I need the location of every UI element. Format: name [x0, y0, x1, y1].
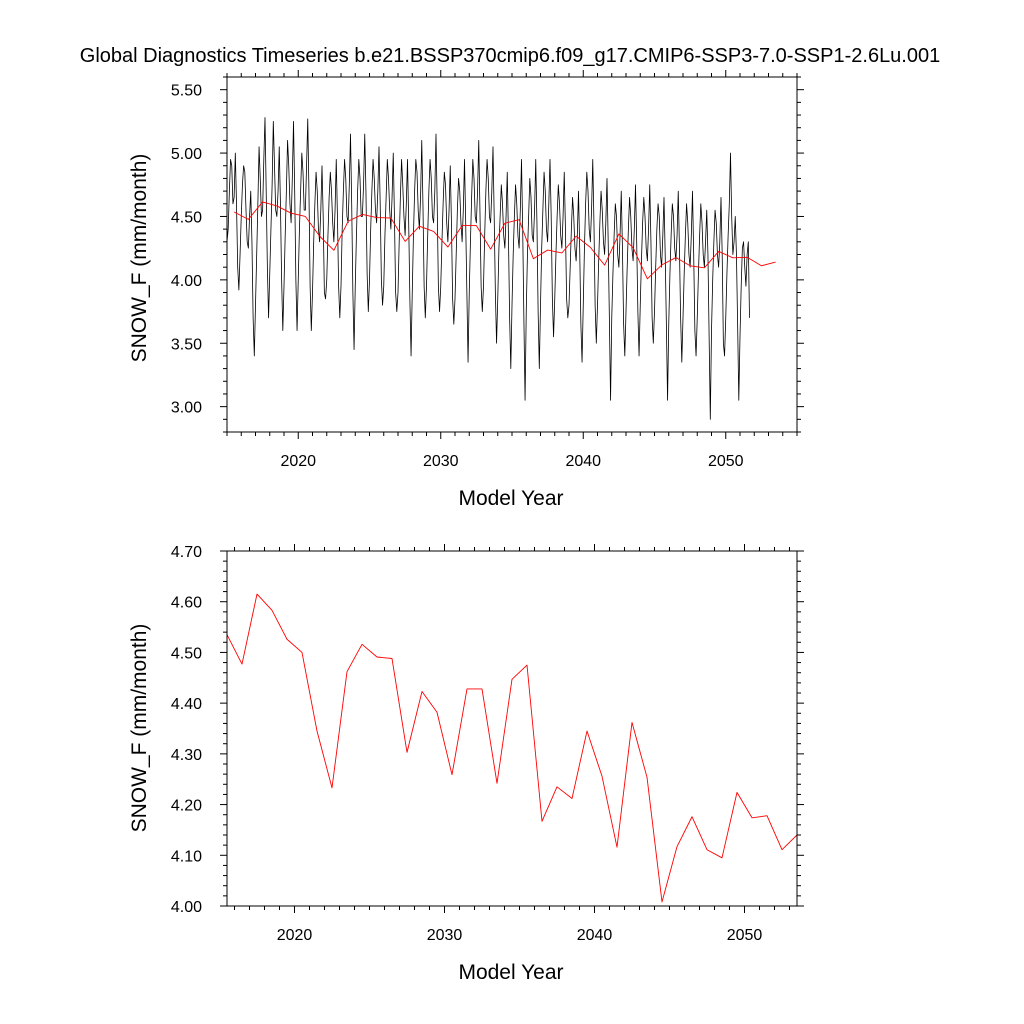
top-x-tick-label: 2040: [565, 453, 601, 470]
bottom-y-tick-label: 4.70: [171, 544, 202, 561]
top-y-tick-label: 3.00: [171, 400, 202, 417]
top-y-tick-label: 3.50: [171, 336, 202, 353]
bottom-y-tick-label: 4.40: [171, 696, 202, 713]
top-label-layer: 2020 2030 2040 2050 3.00 3.50 4.00 4.50 5.00 5.50: [171, 83, 744, 470]
bottom-series-layer: [227, 593, 797, 903]
bottom-x-tick-label: 2050: [727, 927, 763, 944]
top-series-layer: [227, 117, 776, 420]
bottom-series-line-annual: [227, 593, 797, 903]
bottom-x-tick-label: 2020: [277, 927, 313, 944]
bottom-x-axis-label: Model Year: [458, 961, 563, 984]
bottom-y-tick-label: 4.20: [171, 798, 202, 815]
top-x-tick-label: 2050: [708, 453, 744, 470]
top-x-tick-label: 2030: [423, 453, 459, 470]
top-y-tick-label: 4.50: [171, 209, 202, 226]
bottom-x-tick-label: 2030: [427, 927, 463, 944]
chart-title: Global Diagnostics Timeseries b.e21.BSSP…: [80, 45, 940, 67]
bottom-panel: 2020 2030 2040 2050 4.00 4.10 4.20 4.30 4.40 4.50…: [128, 544, 804, 984]
bottom-plot-frame: [226, 550, 798, 907]
top-tick-layer: [220, 70, 804, 439]
bottom-y-tick-label: 4.50: [171, 645, 202, 662]
top-x-tick-label: 2020: [280, 453, 316, 470]
top-y-axis-label: SNOW_F (mm/month): [128, 154, 151, 363]
bottom-x-tick-label: 2040: [577, 927, 613, 944]
bottom-y-tick-label: 4.60: [171, 595, 202, 612]
top-y-tick-label: 5.00: [171, 146, 202, 163]
top-plot-frame: [226, 76, 798, 433]
top-series-line-annual: [233, 201, 776, 280]
bottom-tick-layer: [220, 544, 804, 913]
bottom-y-axis-label: SNOW_F (mm/month): [128, 624, 151, 833]
top-y-tick-label: 4.00: [171, 273, 202, 290]
bottom-label-layer: 2020 2030 2040 2050 4.00 4.10 4.20 4.30 4.40 4.50…: [171, 544, 763, 944]
bottom-y-tick-label: 4.30: [171, 747, 202, 764]
bottom-y-tick-label: 4.00: [171, 899, 202, 916]
top-x-axis-label: Model Year: [458, 487, 563, 510]
bottom-y-tick-label: 4.10: [171, 848, 202, 865]
top-panel: 2020 2030 2040 2050 3.00 3.50 4.00 4.50 5.00 5.50…: [128, 70, 804, 510]
top-y-tick-label: 5.50: [171, 83, 202, 100]
